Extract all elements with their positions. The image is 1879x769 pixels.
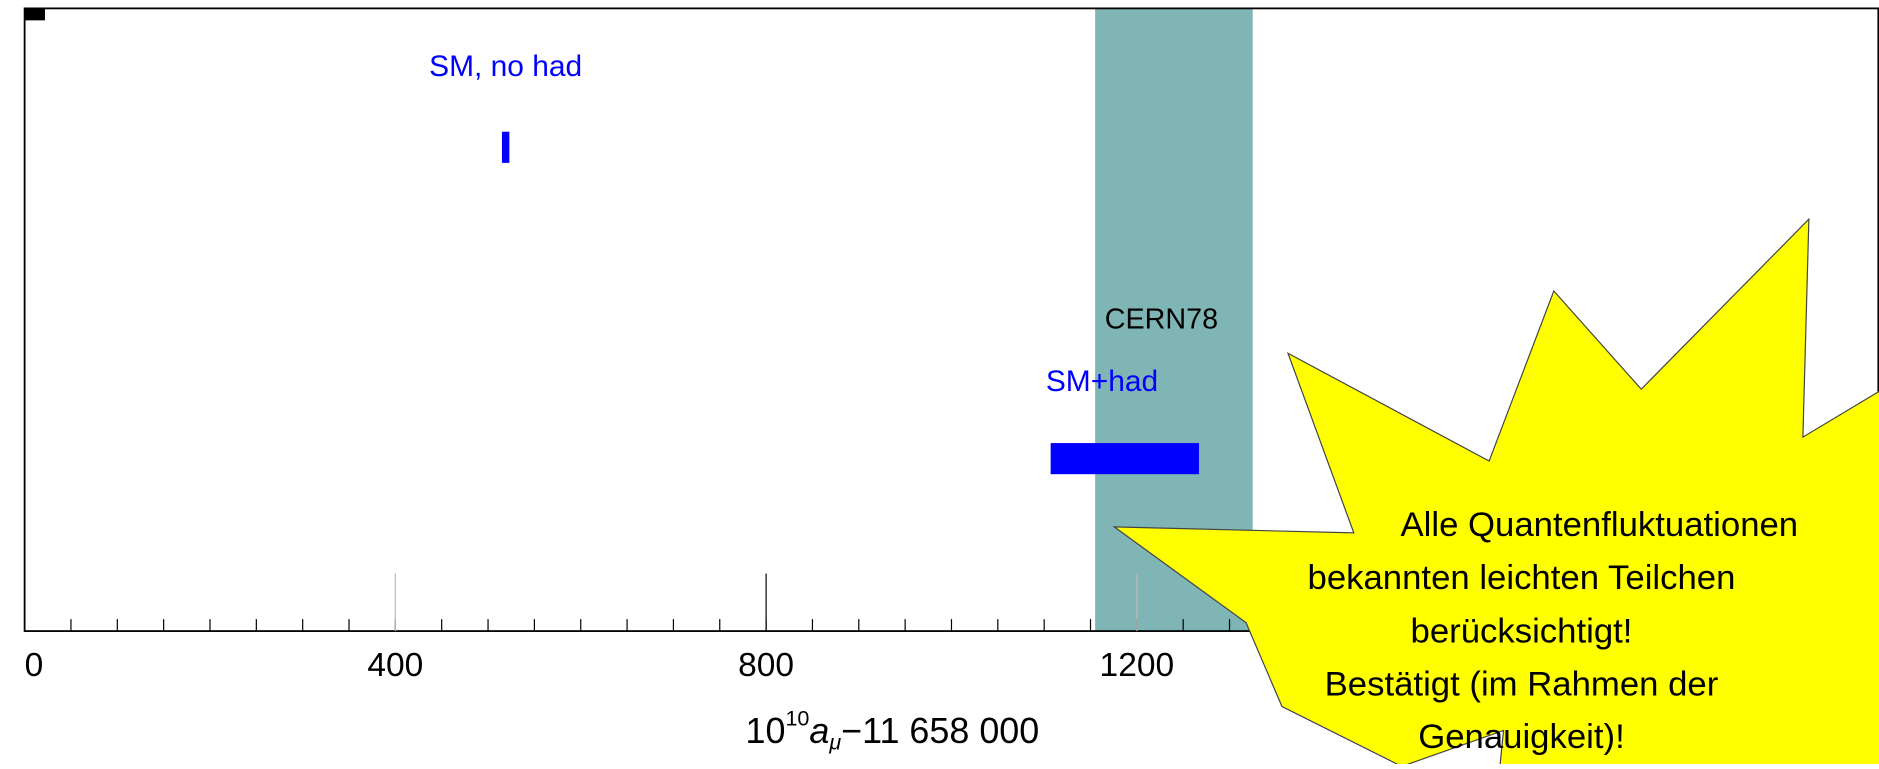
annotation: Alle Quantenfluktuationen bekannten leich…	[1308, 506, 1799, 756]
label-part: μ	[828, 729, 841, 754]
annotation-line: Bestätigt (im Rahmen der	[1325, 665, 1719, 703]
x-tick-label: 800	[738, 647, 794, 684]
interval	[501, 131, 510, 163]
label-part: −11 658 000	[841, 711, 1039, 752]
x-tick-label: 400	[367, 647, 423, 684]
x-tick-label: 0	[25, 647, 44, 684]
label-part: a	[809, 711, 829, 752]
x-axis-label: 1010aμ−11 658 000	[746, 705, 1040, 754]
series-label: SM, no had	[429, 50, 582, 83]
interval	[1050, 443, 1199, 475]
label-part: 10	[785, 705, 809, 730]
starburst	[1112, 217, 1879, 769]
band-label: CERN78	[1105, 304, 1218, 336]
annotation-line: Alle Quantenfluktuationen	[1401, 506, 1799, 544]
annotation-line: Genauigkeit)!	[1418, 718, 1625, 756]
corner-mark	[24, 8, 45, 21]
series-label: SM+had	[1046, 365, 1158, 398]
annotation-line: bekannten leichten Teilchen	[1308, 559, 1736, 597]
x-tick-label: 1200	[1100, 647, 1175, 684]
annotation-line: berücksichtigt!	[1411, 613, 1633, 651]
label-part: 10	[746, 711, 786, 752]
